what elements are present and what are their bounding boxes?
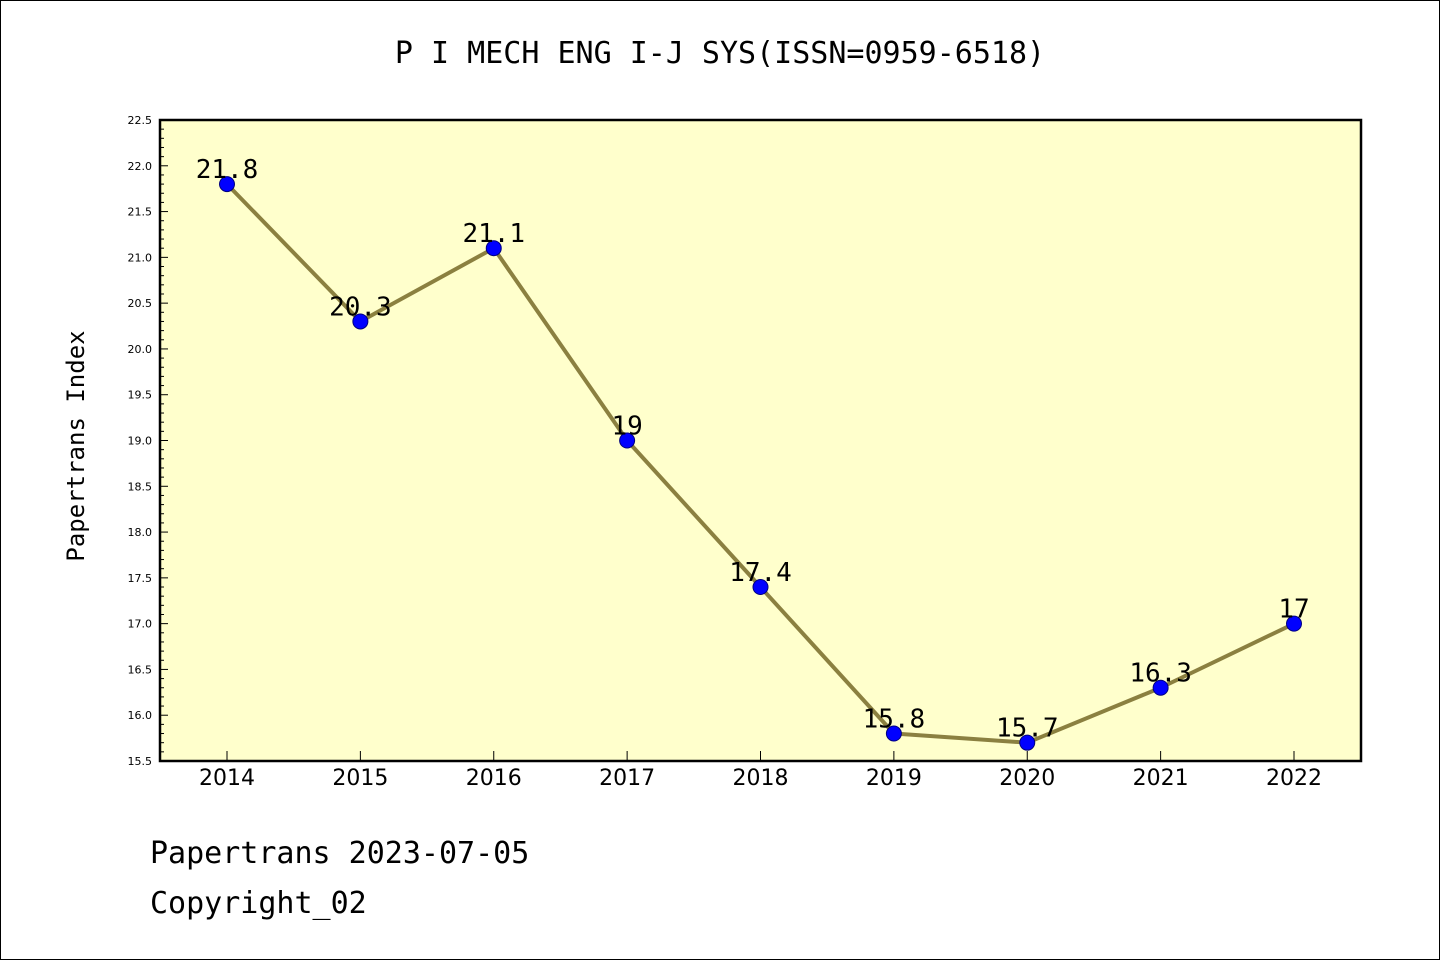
data-label: 17.4 [729, 558, 792, 588]
x-tick-label: 2014 [199, 766, 255, 791]
y-tick-label: 15.5 [128, 755, 153, 768]
data-point [352, 313, 369, 330]
x-tick-label: 2021 [1133, 766, 1189, 791]
x-tick-label: 2015 [332, 766, 388, 791]
data-label: 21.8 [196, 155, 259, 185]
y-tick-label: 22.5 [128, 114, 153, 127]
y-tick-label: 19.5 [128, 389, 153, 402]
chart-title: P I MECH ENG I-J SYS(ISSN=0959-6518) [394, 36, 1046, 71]
data-label: 21.1 [462, 219, 525, 249]
data-point [752, 579, 769, 596]
data-label: 15.7 [996, 714, 1059, 744]
data-point [619, 432, 636, 449]
plot-border [158, 118, 1363, 763]
x-tick-label: 2019 [866, 766, 922, 791]
data-point [1152, 679, 1169, 696]
x-tick-label: 2018 [733, 766, 789, 791]
x-tick-label: 2022 [1266, 766, 1322, 791]
plot-area [160, 120, 1361, 761]
data-point [1019, 734, 1036, 751]
data-point [1286, 615, 1302, 632]
data-label: 16.3 [1129, 659, 1192, 689]
footer-copyright: Copyright_02 [150, 886, 367, 921]
data-point [485, 240, 502, 257]
y-tick-label: 17.5 [128, 572, 153, 585]
y-tick-label: 21.0 [128, 251, 153, 264]
y-tick-label: 20.0 [128, 343, 153, 356]
footer-source: Papertrans 2023-07-05 [150, 836, 530, 871]
y-tick-label: 19.0 [128, 435, 153, 448]
x-tick-label: 2020 [999, 766, 1055, 791]
x-tick-label: 2017 [599, 766, 655, 791]
y-tick-label: 18.5 [128, 480, 153, 493]
y-tick-label: 17.0 [128, 618, 153, 631]
data-point [885, 725, 902, 742]
y-tick-label: 20.5 [128, 297, 153, 310]
data-point [219, 176, 235, 193]
data-label: 17 [1278, 595, 1309, 625]
data-label: 19 [611, 412, 642, 442]
y-tick-label: 21.5 [128, 206, 153, 219]
y-tick-label: 16.5 [128, 663, 153, 676]
data-label: 20.3 [329, 292, 392, 322]
y-tick-label: 18.0 [128, 526, 153, 539]
x-tick-label: 2016 [466, 766, 522, 791]
y-tick-label: 22.0 [128, 160, 153, 173]
y-tick-label: 16.0 [128, 709, 153, 722]
data-label: 15.8 [863, 705, 926, 735]
